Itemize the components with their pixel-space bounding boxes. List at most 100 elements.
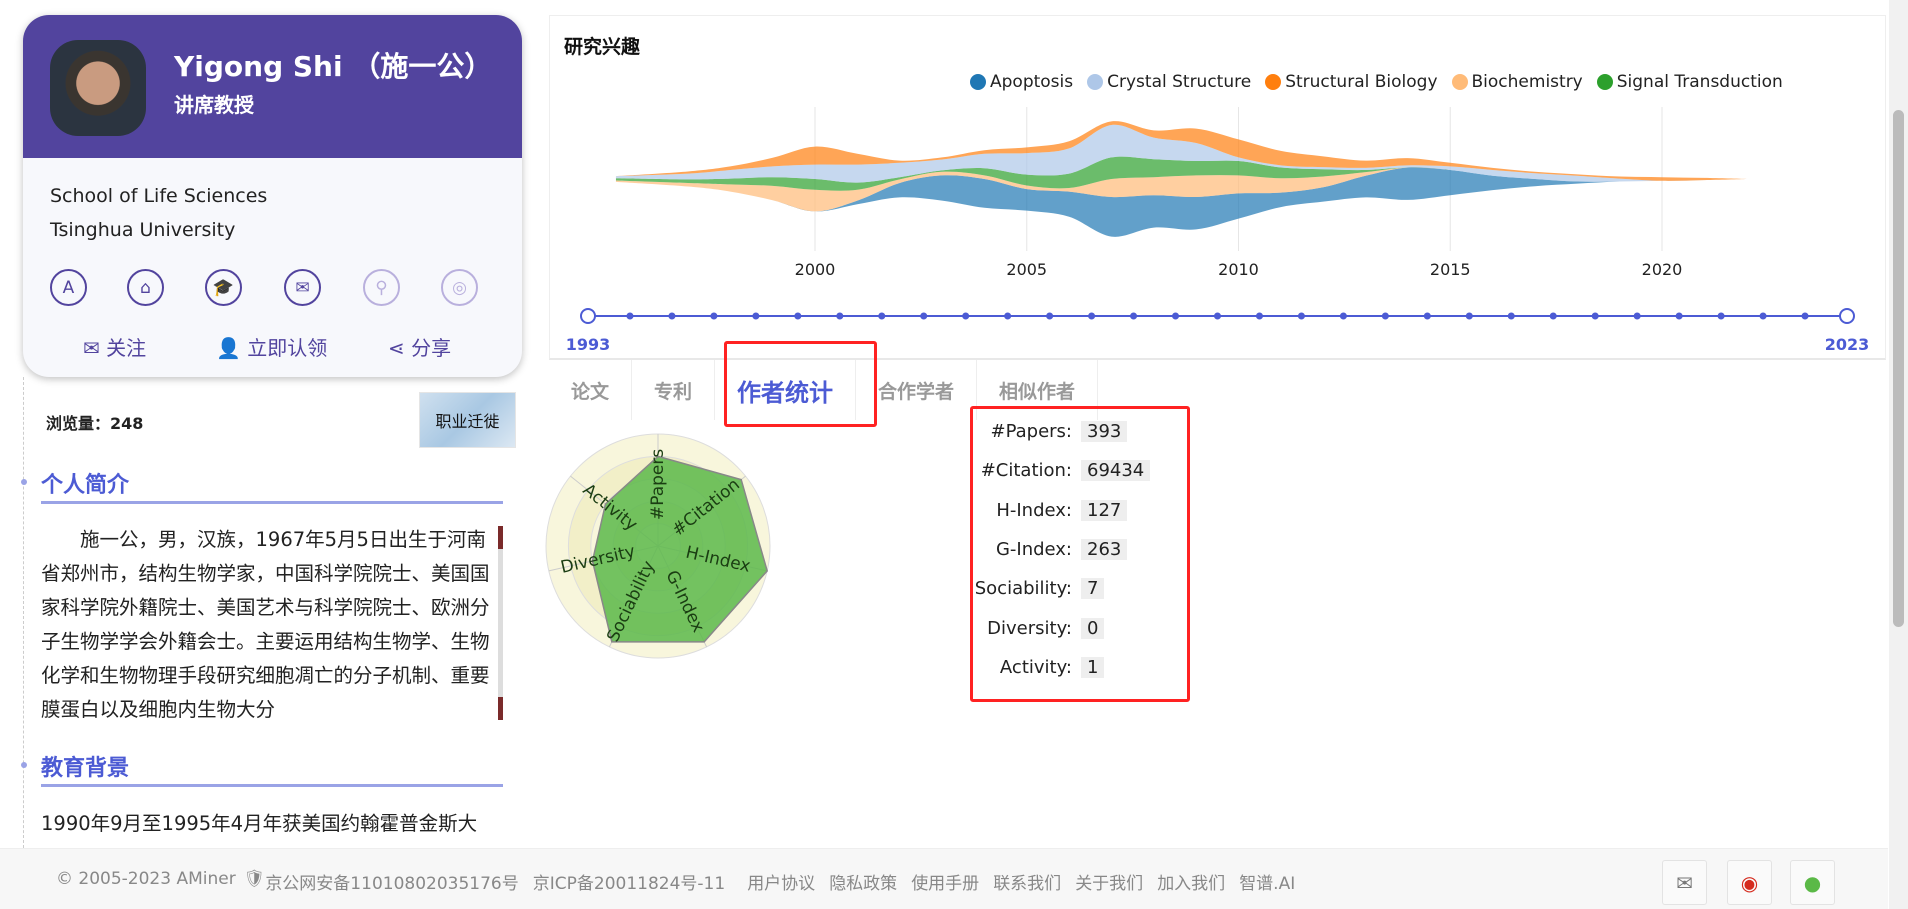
legend-label: Biochemistry	[1471, 72, 1583, 92]
streamgraph: 2000 2005 2010 2015 2020 1993 2023	[566, 107, 1869, 354]
legend-item[interactable]: Signal Transduction	[1596, 72, 1783, 92]
share-icon: ⋖	[388, 336, 405, 360]
research-interest-panel: 研究兴趣 Apoptosis Crystal Structure Structura…	[549, 15, 1886, 360]
timeline-dot	[1214, 312, 1221, 320]
stream-signal-transduction	[615, 156, 1747, 191]
weibo-icon[interactable]: ◉	[1727, 860, 1772, 905]
education-underline	[41, 784, 503, 787]
affiliation-dept: School of Life Sciences	[50, 185, 268, 207]
legend-item[interactable]: Apoptosis	[970, 72, 1073, 92]
scroll-down-button[interactable]	[498, 697, 503, 720]
footer-link[interactable]: 智谱.AI	[1239, 874, 1296, 894]
footer-link[interactable]: 加入我们	[1157, 874, 1226, 894]
timeline-dot	[1465, 312, 1473, 320]
timeline-dot	[920, 312, 928, 320]
legend-item[interactable]: Structural Biology	[1265, 72, 1438, 92]
mail-icon[interactable]: ✉	[1662, 860, 1707, 905]
tab-1[interactable]: 专利	[632, 360, 716, 420]
footer-link[interactable]: 联系我们	[993, 874, 1062, 894]
footer-link[interactable]: 关于我们	[1075, 874, 1144, 894]
aminer-icon[interactable]: A	[50, 269, 87, 306]
timeline-dot	[1255, 312, 1263, 320]
legend-swatch	[970, 74, 986, 90]
timeline-end-handle[interactable]	[1839, 308, 1855, 324]
timeline-start-handle[interactable]	[580, 308, 596, 324]
stat-label: H-Index:	[996, 499, 1072, 521]
stat-value: 1	[1081, 656, 1105, 678]
graduation-cap-icon[interactable]: 🎓	[205, 269, 242, 306]
stream-crystal-structure	[615, 124, 1747, 183]
stat-row: H-Index: 127	[973, 499, 1187, 526]
legend-item[interactable]: Biochemistry	[1451, 72, 1583, 92]
legend-item[interactable]: Crystal Structure	[1087, 72, 1251, 92]
section-dot	[21, 479, 27, 485]
tab-2[interactable]: 作者统计	[715, 360, 857, 420]
legend-swatch	[1265, 74, 1282, 90]
tab-0[interactable]: 论文	[549, 360, 633, 420]
stream-biochemistry	[615, 167, 1747, 212]
timeline-dot	[878, 312, 886, 320]
stat-value: 7	[1081, 578, 1105, 600]
stream-apoptosis	[615, 167, 1747, 237]
legend-label: Signal Transduction	[1616, 72, 1783, 92]
weibo-icon[interactable]: ◎	[441, 269, 478, 306]
bio-heading: 个人简介	[41, 473, 130, 498]
icp-link[interactable]: 京ICP备20011824号-11	[532, 874, 726, 894]
location-icon[interactable]: ⚲	[363, 269, 400, 306]
highlight-box-tab	[724, 341, 877, 427]
share-label: 分享	[411, 336, 452, 360]
timeline-dot	[962, 312, 970, 320]
tab-4[interactable]: 相似作者	[977, 360, 1099, 420]
follow-button[interactable]: ✉ 关注	[83, 332, 146, 361]
stat-row: G-Index: 263	[973, 538, 1187, 565]
bio-scrollbar[interactable]	[498, 526, 503, 718]
timeline-dot	[1423, 312, 1431, 320]
page-scrollbar-thumb[interactable]	[1893, 110, 1904, 627]
police-badge-icon: 🛡	[243, 869, 266, 889]
career-migration-button[interactable]: 职业迁徙	[419, 392, 516, 448]
timeline-dot	[1088, 312, 1096, 320]
legend-label: Crystal Structure	[1107, 72, 1252, 92]
timeline-dot	[1717, 312, 1725, 320]
follow-label: 关注	[106, 336, 147, 360]
home-icon[interactable]: ⌂	[127, 269, 164, 306]
scroll-up-button[interactable]	[498, 526, 503, 549]
stat-label: Diversity:	[987, 617, 1072, 639]
timeline-dot	[1591, 312, 1599, 320]
stat-value: 263	[1081, 538, 1128, 560]
x-tick-label: 2015	[1430, 260, 1471, 279]
timeline-dot	[1381, 312, 1389, 320]
timeline-dot	[1339, 312, 1347, 320]
share-button[interactable]: ⋖ 分享	[388, 332, 451, 361]
footer-link[interactable]: 使用手册	[911, 874, 980, 894]
police-record-link[interactable]: 京公网安备11010802035176号	[265, 874, 519, 894]
x-tick-label: 2005	[1006, 260, 1047, 279]
timeline-start-label: 1993	[566, 335, 611, 354]
timeline-dot	[668, 312, 676, 320]
education-heading: 教育背景	[41, 756, 130, 781]
stat-row: #Citation: 69434	[973, 460, 1187, 486]
claim-button[interactable]: 👤 立即认领	[216, 332, 327, 361]
footer-link[interactable]: 隐私政策	[829, 874, 898, 894]
timeline-dot	[1633, 312, 1641, 320]
wechat-icon[interactable]: ●	[1790, 860, 1835, 905]
mail-icon[interactable]: ✉	[284, 269, 321, 306]
timeline-dot	[794, 312, 802, 320]
timeline-dot	[1297, 312, 1305, 320]
stat-label: Activity:	[999, 656, 1072, 678]
timeline-divider	[23, 377, 24, 848]
stat-label: G-Index:	[995, 538, 1072, 560]
tab-3[interactable]: 合作学者	[856, 360, 978, 420]
claim-label: 立即认领	[247, 336, 328, 360]
stat-row: Activity: 1	[973, 656, 1187, 683]
timeline-dot	[1172, 312, 1180, 320]
legend-label: Apoptosis	[990, 72, 1074, 92]
bio-underline	[41, 501, 503, 504]
legend-label: Structural Biology	[1285, 72, 1438, 92]
timeline-dot	[710, 312, 718, 320]
x-tick-label: 2020	[1642, 260, 1683, 279]
footer-link[interactable]: 用户协议	[747, 874, 816, 894]
timeline-dot	[836, 312, 844, 320]
timeline-dot	[1675, 312, 1683, 320]
tab-bar: 论文 专利 作者统计 合作学者 相似作者	[549, 360, 1099, 420]
